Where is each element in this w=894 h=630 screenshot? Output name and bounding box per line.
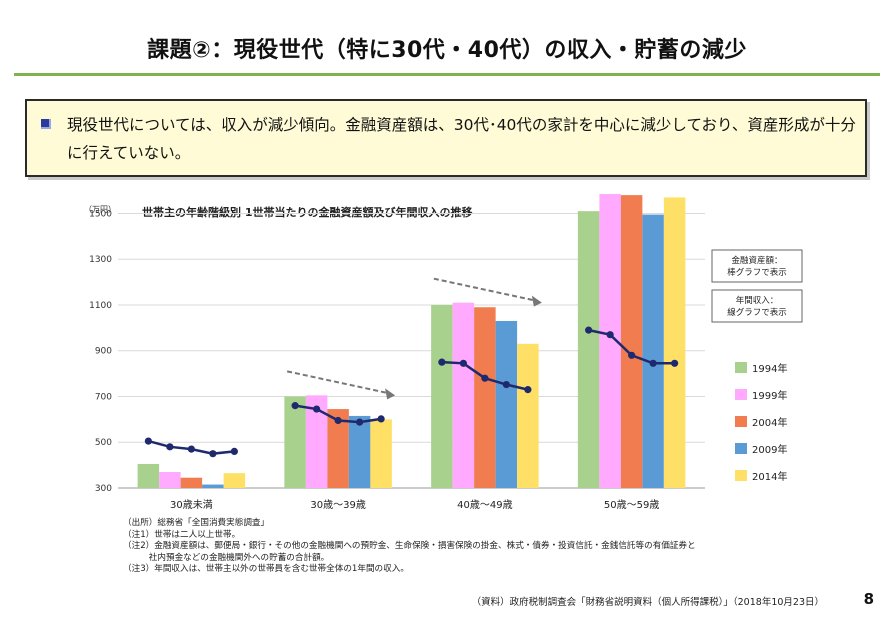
chart-title: 世帯主の年齢階級別 1世帯当たりの金融資産額及び年間収入の推移 xyxy=(142,205,472,219)
trend-arrowhead xyxy=(531,295,542,307)
income-point xyxy=(628,351,636,359)
legend-note-box xyxy=(711,289,803,323)
bar xyxy=(452,302,475,488)
note-line: 社内預金などの金融機関外への貯蓄の合計額。 xyxy=(123,552,330,563)
y-tick-label: 700 xyxy=(95,392,112,402)
note-line: （注1）世帯は二人以上世帯。 xyxy=(123,529,241,540)
bar xyxy=(370,419,392,488)
income-point xyxy=(671,359,679,367)
x-tick-label: 30歳未満 xyxy=(170,499,213,511)
y-tick-label: 1500 xyxy=(89,209,112,219)
legend-swatch xyxy=(735,470,747,481)
legend-label: 2004年 xyxy=(752,416,787,429)
income-point xyxy=(459,359,467,367)
x-tick-label: 30歳～39歳 xyxy=(310,499,365,511)
bar xyxy=(474,307,496,488)
asset-income-chart: （万円） 世帯主の年齢階級別 1世帯当たりの金融資産額及び年間収入の推移 300 50… xyxy=(84,193,803,511)
bar xyxy=(284,396,306,488)
legend-note-text: 棒グラフで表示 xyxy=(727,267,787,278)
y-tick-label: 1100 xyxy=(89,301,112,311)
bar xyxy=(642,214,664,489)
bar xyxy=(223,473,246,488)
x-tick-label: 40歳～49歳 xyxy=(457,499,512,511)
income-point xyxy=(291,402,299,410)
summary-text: 現役世代については、収入が減少傾向。金融資産額は、30代･40代の家計を中心に減… xyxy=(67,116,856,162)
legend-note-box xyxy=(711,249,803,283)
income-point xyxy=(209,450,217,458)
bar xyxy=(305,395,328,488)
summary-box: 現役世代については、収入が減少傾向。金融資産額は、30代･40代の家計を中心に減… xyxy=(25,99,867,177)
trend-arrow xyxy=(433,277,537,302)
income-point xyxy=(585,326,593,334)
trend-arrowhead xyxy=(385,388,396,400)
bar xyxy=(517,343,539,488)
bar xyxy=(663,197,686,488)
y-unit-label: （万円） xyxy=(84,205,116,214)
income-point xyxy=(356,418,364,426)
legend-swatch xyxy=(735,443,747,454)
income-point xyxy=(481,374,489,382)
note-line: （注2）金融資産額は、郵便局・銀行・その他の金融機関への預貯金、生命保険・損害保… xyxy=(123,541,696,551)
chart-notes: （出所）総務省「全国消費実態調査」 （注1）世帯は二人以上世帯。 （注2）金融資… xyxy=(123,518,823,576)
legend-note-text: 年間収入： xyxy=(736,295,779,306)
y-tick-label: 500 xyxy=(95,438,112,448)
bar xyxy=(620,195,643,489)
bar xyxy=(137,463,160,488)
note-line: （注3）年間収入は、世帯主以外の世帯員を含む世帯全体の1年間の収入。 xyxy=(123,564,409,574)
bar xyxy=(159,471,181,488)
income-point xyxy=(166,443,174,451)
income-point xyxy=(313,405,321,413)
bar xyxy=(577,211,600,488)
y-tick-label: 1300 xyxy=(89,255,112,265)
legend-swatch xyxy=(735,389,747,400)
income-point xyxy=(187,445,195,453)
income-point xyxy=(502,380,510,389)
legend-label: 2014年 xyxy=(752,470,787,483)
income-point xyxy=(144,437,152,445)
bar xyxy=(327,409,349,488)
income-point xyxy=(649,359,657,367)
income-point xyxy=(230,447,238,455)
trend-arrow xyxy=(286,370,390,395)
income-point xyxy=(438,358,446,366)
bar xyxy=(202,484,224,488)
source-citation: （資料）政府税制調査会「財務省説明資料（個人所得課税）」（2018年10月23日… xyxy=(471,597,824,608)
legend-label: 1994年 xyxy=(752,362,787,375)
x-tick-label: 50歳～59歳 xyxy=(604,499,659,511)
title-underline xyxy=(14,73,880,76)
bar xyxy=(495,320,518,488)
legend-note-text: 線グラフで表示 xyxy=(727,307,787,318)
note-line: （出所）総務省「全国消費実態調査」 xyxy=(123,518,270,528)
bar xyxy=(180,477,203,488)
bar xyxy=(431,304,453,488)
page-number: 8 xyxy=(863,590,874,608)
bar xyxy=(599,193,621,488)
income-point xyxy=(377,415,385,423)
legend-label: 2009年 xyxy=(752,443,787,456)
legend-swatch xyxy=(735,416,747,427)
legend-swatch xyxy=(735,362,747,373)
bullet-icon xyxy=(41,119,51,129)
income-point xyxy=(524,386,532,394)
page-title: 課題②：現役世代（特に30代・40代）の収入・貯蓄の減少 xyxy=(147,38,747,63)
income-point xyxy=(606,331,614,339)
legend-note-text: 金融資産額： xyxy=(731,255,782,266)
y-tick-label: 300 xyxy=(95,484,112,494)
y-tick-label: 900 xyxy=(95,347,112,357)
legend-label: 1999年 xyxy=(752,389,787,402)
income-point xyxy=(334,416,342,425)
bar xyxy=(348,415,371,488)
